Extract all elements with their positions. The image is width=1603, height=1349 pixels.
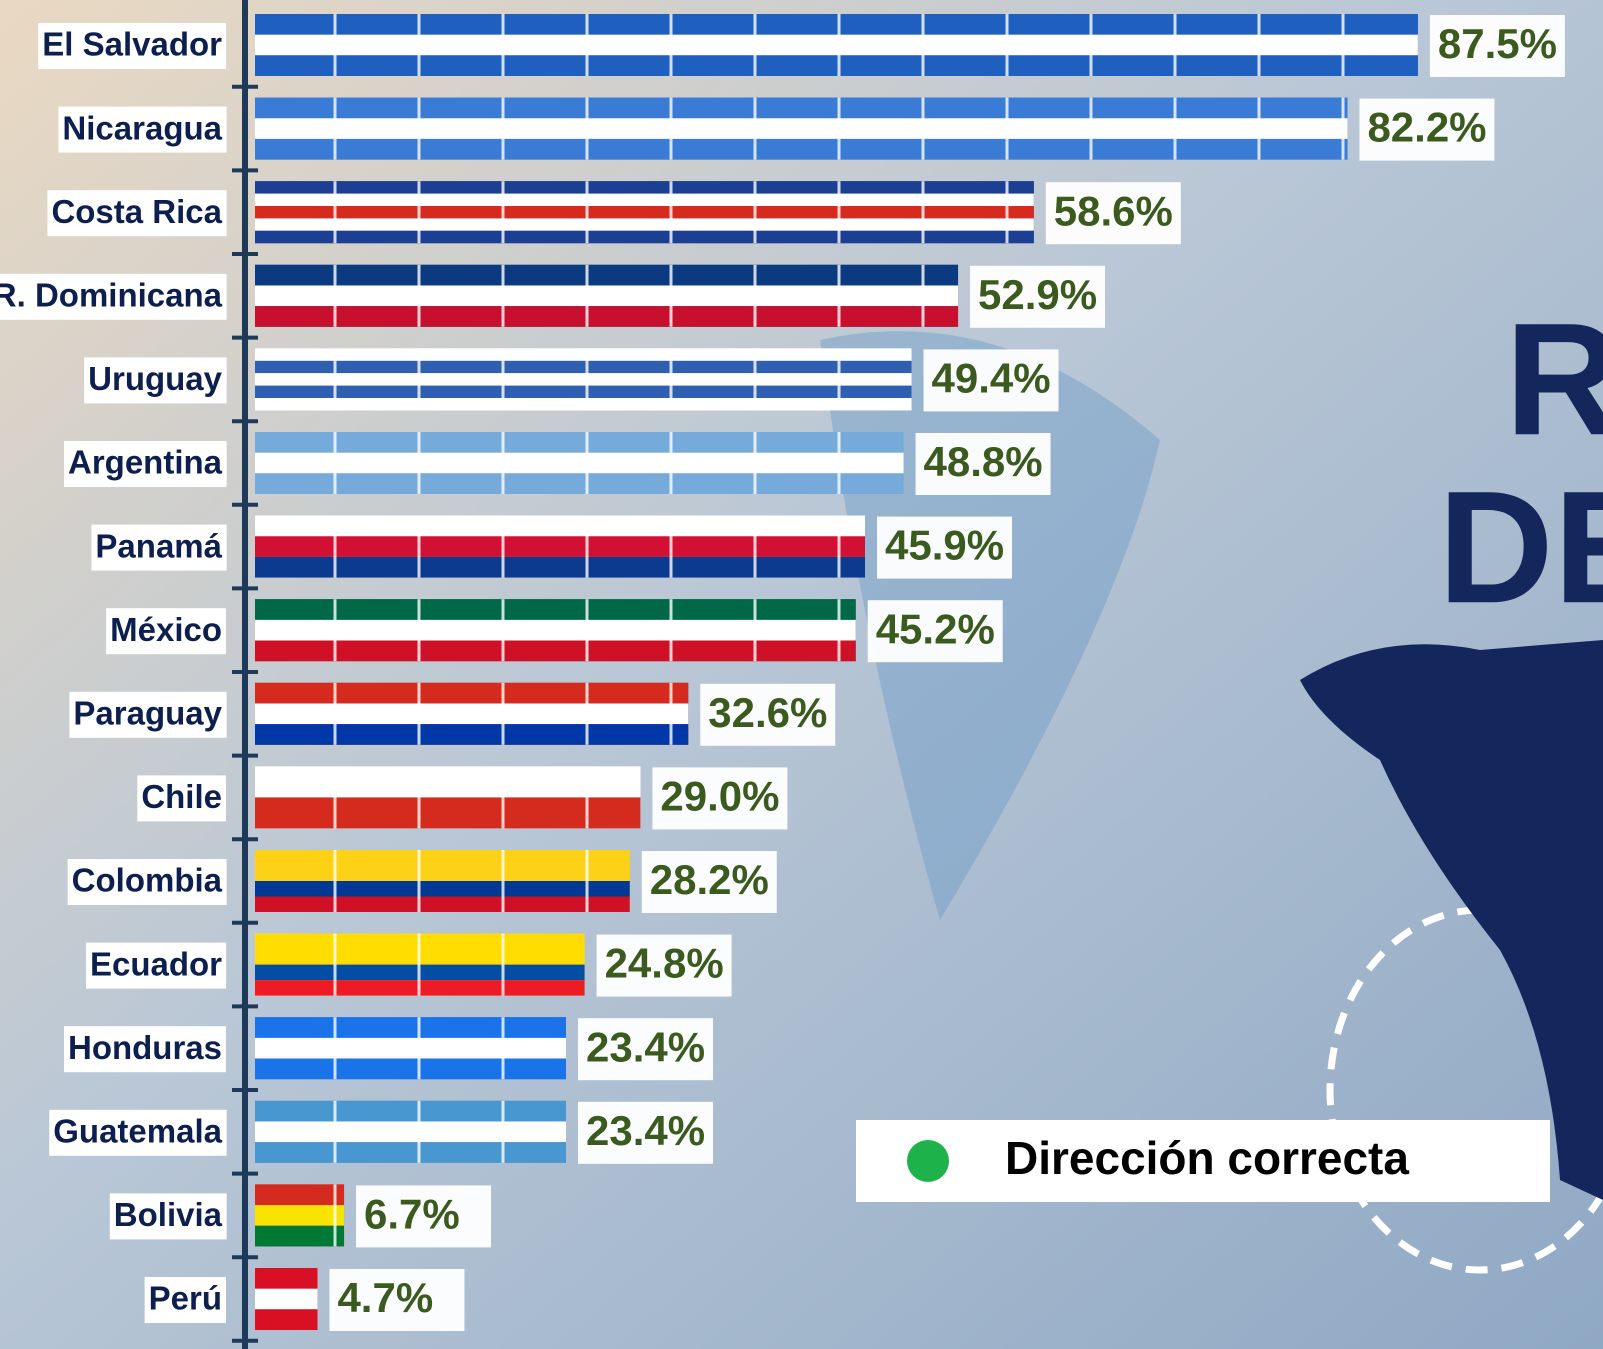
value-label: 6.7% [364,1190,460,1237]
bar-flag-stripe [255,206,1034,218]
bar-flag-stripe [255,766,640,797]
value-label: 52.9% [978,271,1097,318]
category-label: Panamá [95,527,222,564]
bar-flag-stripe [255,194,1034,206]
bar-flag-stripe [255,453,904,474]
legend-swatch [907,1140,949,1182]
bar-flag-stripe [255,1289,317,1310]
bar-flag-stripe [255,1309,317,1330]
value-label: 4.7% [337,1274,433,1321]
bar-flag-stripe [255,14,1418,35]
bar-flag-stripe [255,35,1418,56]
bar-flag-stripe [255,1142,566,1163]
value-label: 58.6% [1054,187,1173,234]
bar-flag-stripe [255,866,630,882]
bar-flag-stripe [255,231,1034,243]
value-label: 48.8% [924,438,1043,485]
value-label: 45.2% [876,605,995,652]
bar-flag-stripe [255,386,912,398]
bar-flag-stripe [255,1184,344,1205]
bar-flag-stripe [255,1038,566,1059]
bar-flag-stripe [255,1205,344,1226]
bar-flag-stripe [255,599,856,620]
value-label: 28.2% [650,856,769,903]
category-label: México [110,611,222,648]
category-label: Argentina [68,444,223,481]
value-label: 49.4% [932,354,1051,401]
category-label: Colombia [72,862,223,899]
category-label: Bolivia [114,1196,223,1233]
bar-flag-stripe [255,473,904,494]
category-label: Perú [149,1280,222,1317]
category-label: Guatemala [53,1113,222,1150]
bar-flag-stripe [255,1059,566,1080]
bar-flag-stripe [255,265,958,286]
bar-flag-stripe [255,724,688,745]
category-label: Costa Rica [51,193,222,230]
value-label: 29.0% [660,772,779,819]
value-label: 87.5% [1438,20,1557,67]
bar-flag-stripe [255,897,630,913]
bar-flag-stripe [255,797,640,828]
value-label: 45.9% [885,522,1004,569]
bar-flag-stripe [255,55,1418,76]
legend-label: Dirección correcta [1005,1132,1409,1184]
category-label: El Salvador [42,26,222,63]
bar-flag-stripe [255,536,865,557]
bar-flag-stripe [255,1017,566,1038]
bar-flag-stripe [255,348,912,360]
bar-flag-stripe [255,361,912,373]
category-label: Ecuador [90,945,222,982]
bar-flag-stripe [255,218,1034,230]
bar-flag-stripe [255,557,865,578]
category-label: Uruguay [88,360,223,397]
chart: RDE El Salvador 87.5% Nicaragua 82.2% Costa R… [0,0,1603,1349]
category-label: Honduras [68,1029,222,1066]
category-label: Nicaragua [62,109,222,146]
page: RDE El Salvador 87.5% Nicaragua 82.2% Costa R… [0,0,1603,1349]
title-fragment: DE [1438,457,1603,636]
bar-flag-stripe [255,703,688,724]
value-label: 24.8% [605,940,724,987]
bar-flag-stripe [255,516,865,537]
bar-flag-stripe [255,1101,566,1122]
bar-flag-stripe [255,641,856,662]
category-label: Paraguay [73,695,222,732]
category-label: Chile [141,778,222,815]
bar-flag-stripe [255,881,630,897]
bar-flag-stripe [255,285,958,306]
title-fragment: R [1505,289,1603,468]
bar-flag-stripe [255,620,856,641]
bar-flag-stripe [255,432,904,453]
category-label: R. Dominicana [0,277,223,314]
value-label: 32.6% [708,689,827,736]
bar-flag-stripe [255,683,688,704]
bar-flag-stripe [255,1226,344,1247]
value-label: 23.4% [586,1107,705,1154]
bar-flag-stripe [255,1121,566,1142]
bar-flag-stripe [255,850,630,866]
bar-flag-stripe [255,1268,317,1289]
bar-flag-stripe [255,181,1034,193]
value-label: 23.4% [586,1023,705,1070]
value-label: 82.2% [1367,104,1486,151]
bar-flag-stripe [255,373,912,385]
bar-flag-stripe [255,398,912,410]
bar-flag-stripe [255,306,958,327]
